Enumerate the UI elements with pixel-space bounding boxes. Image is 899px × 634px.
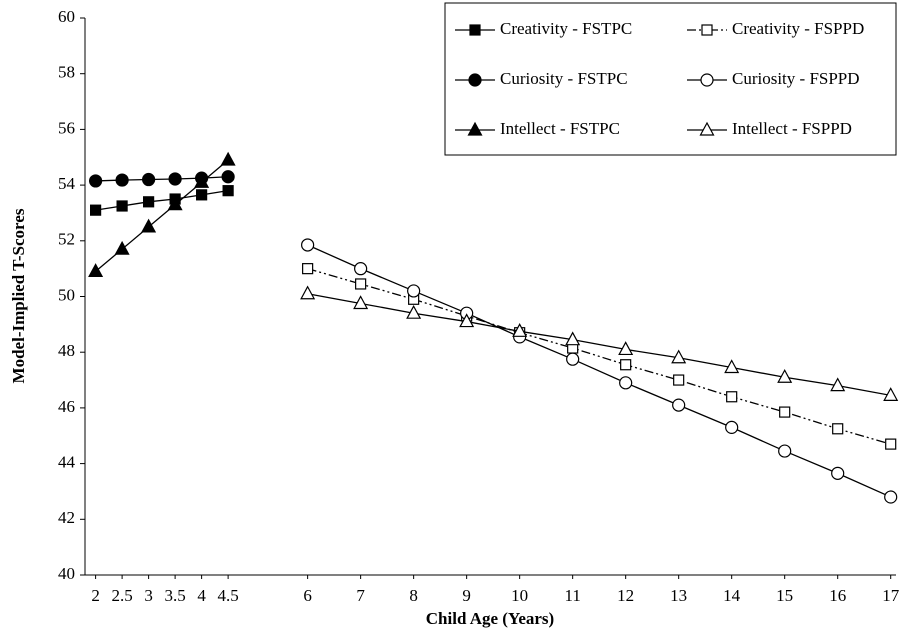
- marker: [115, 173, 129, 187]
- marker: [143, 196, 155, 208]
- x-tick-label: 12: [617, 586, 634, 605]
- marker: [168, 172, 182, 186]
- x-tick-label: 16: [829, 586, 846, 605]
- legend-marker: [469, 24, 481, 36]
- x-tick-label: 6: [303, 586, 312, 605]
- marker: [90, 204, 102, 216]
- y-tick-label: 44: [58, 453, 76, 472]
- y-tick-label: 40: [58, 564, 75, 583]
- marker: [673, 374, 685, 386]
- legend-marker: [699, 121, 715, 136]
- legend-marker: [468, 73, 482, 87]
- legend-label: Creativity - FSPPD: [732, 19, 864, 38]
- x-tick-label: 3: [144, 586, 153, 605]
- series-line: [95, 190, 229, 211]
- marker: [89, 174, 103, 188]
- legend-label: Intellect - FSTPC: [500, 119, 620, 138]
- x-tick-label: 3.5: [164, 586, 185, 605]
- marker: [459, 313, 475, 328]
- marker: [883, 387, 899, 401]
- marker: [141, 218, 157, 233]
- legend-marker: [700, 73, 714, 87]
- legend-marker: [701, 24, 713, 36]
- marker: [884, 490, 898, 504]
- marker: [114, 240, 130, 255]
- x-tick-label: 17: [882, 586, 899, 605]
- marker: [618, 341, 634, 356]
- x-tick-label: 10: [511, 586, 528, 605]
- x-axis-label: Child Age (Years): [426, 609, 554, 628]
- marker: [116, 200, 128, 212]
- marker: [196, 189, 208, 201]
- series-line: [307, 293, 891, 397]
- legend-label: Curiosity - FSTPC: [500, 69, 628, 88]
- marker: [406, 304, 422, 319]
- marker: [726, 391, 738, 403]
- marker: [220, 151, 236, 166]
- marker: [779, 406, 791, 418]
- y-tick-label: 42: [58, 508, 75, 527]
- marker: [302, 263, 314, 275]
- x-tick-label: 13: [670, 586, 687, 605]
- y-tick-label: 58: [58, 63, 75, 82]
- marker: [725, 420, 739, 434]
- legend-label: Intellect - FSPPD: [732, 119, 852, 138]
- marker: [831, 466, 845, 480]
- y-tick-label: 60: [58, 7, 75, 26]
- series-line: [307, 268, 891, 445]
- marker: [566, 352, 580, 366]
- x-tick-label: 4.5: [217, 586, 238, 605]
- marker: [672, 398, 686, 412]
- x-tick-label: 15: [776, 586, 793, 605]
- y-tick-label: 48: [58, 341, 75, 360]
- y-tick-label: 56: [58, 118, 75, 137]
- marker: [724, 359, 740, 374]
- y-tick-label: 54: [58, 174, 76, 193]
- marker: [167, 196, 183, 211]
- marker: [354, 262, 368, 276]
- marker: [194, 174, 210, 188]
- marker: [222, 185, 234, 197]
- marker: [778, 444, 792, 458]
- y-tick-label: 50: [58, 285, 75, 304]
- marker: [777, 369, 793, 383]
- x-tick-label: 9: [462, 586, 471, 605]
- x-tick-label: 8: [409, 586, 418, 605]
- marker: [671, 349, 687, 364]
- y-axis-label: Model-Implied T-Scores: [9, 208, 28, 383]
- series-line: [307, 244, 891, 498]
- marker: [512, 323, 528, 337]
- marker: [355, 278, 367, 290]
- legend-marker: [467, 121, 483, 136]
- x-tick-label: 4: [197, 586, 206, 605]
- x-tick-label: 11: [564, 586, 580, 605]
- marker: [619, 376, 633, 390]
- marker: [88, 263, 104, 278]
- marker: [565, 331, 581, 346]
- x-tick-label: 2.5: [111, 586, 132, 605]
- marker: [620, 359, 632, 371]
- x-tick-label: 7: [356, 586, 365, 605]
- legend-label: Curiosity - FSPPD: [732, 69, 860, 88]
- marker: [353, 295, 369, 310]
- legend-box: [444, 2, 897, 156]
- marker: [301, 238, 315, 252]
- marker: [221, 170, 235, 184]
- legend-label: Creativity - FSTPC: [500, 19, 632, 38]
- marker: [830, 377, 846, 392]
- x-tick-label: 2: [91, 586, 100, 605]
- marker: [885, 438, 897, 450]
- marker: [300, 285, 316, 300]
- marker: [407, 284, 421, 298]
- y-tick-label: 46: [58, 397, 75, 416]
- marker: [832, 423, 844, 435]
- y-tick-label: 52: [58, 230, 75, 249]
- x-tick-label: 14: [723, 586, 741, 605]
- marker: [142, 172, 156, 187]
